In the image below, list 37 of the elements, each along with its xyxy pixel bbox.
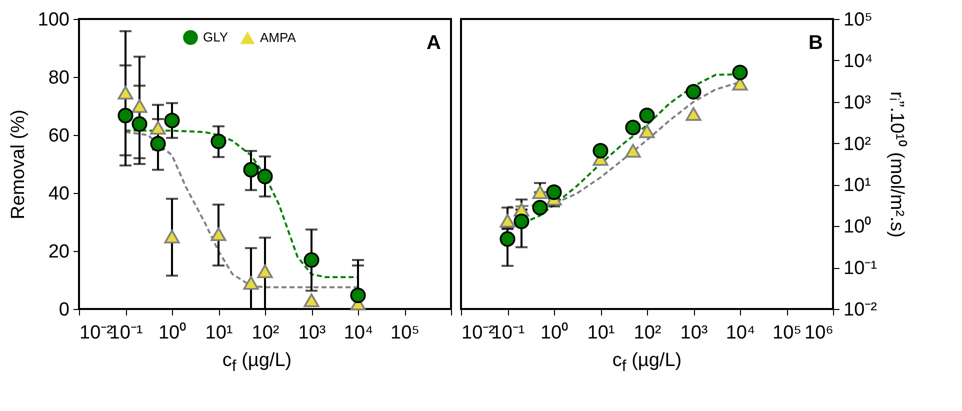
x-axis-title: c$_{f}$ (µg/L) bbox=[221, 350, 293, 376]
x-tick-label: 10¹ bbox=[205, 322, 233, 344]
y-tick-label: 40 bbox=[48, 184, 70, 204]
y-tick-label: 10⁵ bbox=[844, 10, 873, 30]
y-tick-label: 10⁴ bbox=[844, 50, 873, 72]
x-tick-label: 10⁶ bbox=[804, 322, 834, 344]
y-axis-title: rᵢ”.10¹⁰ (mol/m².s) bbox=[886, 91, 908, 238]
x-tick-label: 10² bbox=[634, 322, 662, 344]
x-tick-label: 10⁵ bbox=[390, 322, 420, 344]
y-tick-label: 20 bbox=[48, 242, 70, 262]
legend-label: AMPA bbox=[260, 30, 296, 45]
x-tick-label: 10² bbox=[252, 322, 280, 344]
y-tick-label: 10² bbox=[844, 134, 871, 155]
x-tick-label: 10³ bbox=[298, 322, 326, 344]
x-tick-label: 10⁴ bbox=[726, 322, 756, 344]
y-axis-title: Removal (%) bbox=[8, 110, 29, 220]
y-tick-label: 10³ bbox=[844, 92, 871, 114]
annotation: A bbox=[426, 32, 441, 54]
x-tick-label: 10³ bbox=[680, 322, 708, 344]
legend-label: GLY bbox=[203, 30, 228, 45]
y-tick-label: 10⁻² bbox=[844, 300, 877, 320]
x-tick-label: 10⁴ bbox=[344, 322, 374, 344]
x-axis-title: c$_{f}$ (µg/L) bbox=[611, 350, 683, 376]
y-tick-label: 10⁰ bbox=[844, 216, 872, 238]
y-tick-label: 10⁻¹ bbox=[844, 258, 877, 280]
y-tick-label: 10¹ bbox=[844, 175, 871, 196]
x-tick-label: 10¹ bbox=[587, 322, 615, 344]
x-tick-label: 10⁰ bbox=[540, 322, 569, 344]
annotation: B bbox=[808, 32, 823, 54]
x-tick-label: 10⁰ bbox=[158, 322, 187, 344]
x-tick-label: 10⁻² bbox=[80, 322, 113, 344]
y-tick-label: 60 bbox=[48, 126, 70, 146]
y-tick-label: 100 bbox=[38, 10, 70, 30]
x-tick-label: 10⁵ bbox=[772, 322, 802, 344]
y-tick-label: 80 bbox=[48, 68, 70, 88]
y-tick-label: 0 bbox=[58, 300, 70, 320]
x-tick-label: 10⁻² bbox=[462, 322, 495, 344]
